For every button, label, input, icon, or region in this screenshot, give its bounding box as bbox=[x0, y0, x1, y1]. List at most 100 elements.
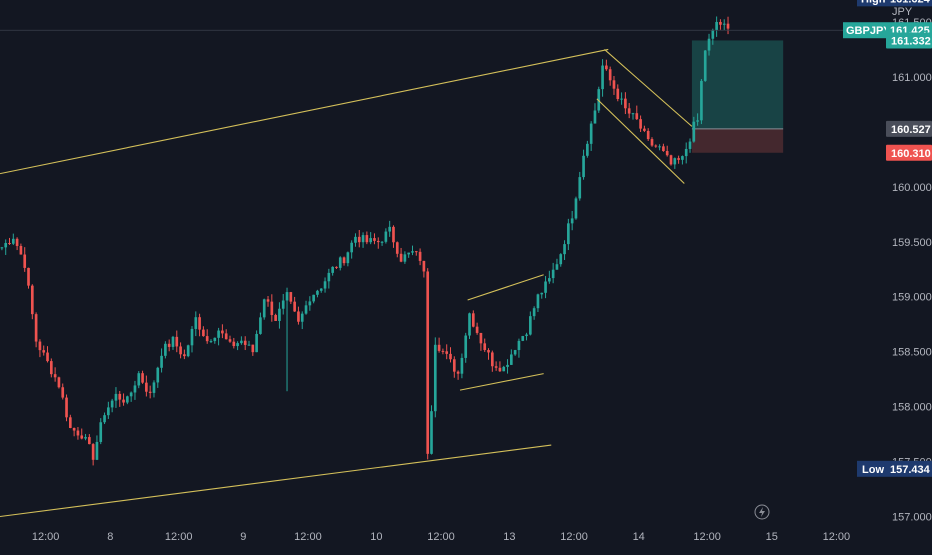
candle-body bbox=[46, 352, 49, 362]
candle-body bbox=[540, 292, 544, 295]
candle-body bbox=[167, 343, 171, 347]
high-value-bg bbox=[886, 0, 932, 7]
candle-body bbox=[91, 444, 95, 460]
candle-body bbox=[300, 313, 304, 322]
events-icon[interactable] bbox=[754, 504, 770, 520]
candle-body bbox=[525, 334, 528, 337]
candle-body bbox=[529, 316, 532, 335]
candle-body bbox=[452, 359, 456, 372]
candle-body bbox=[342, 257, 346, 264]
candle-body bbox=[335, 266, 338, 268]
candle-body bbox=[357, 236, 361, 243]
candle-body bbox=[202, 329, 205, 337]
candle-body bbox=[126, 396, 129, 403]
candle-body bbox=[494, 366, 498, 368]
y-tick-label: 159.500 bbox=[892, 237, 932, 249]
candle-body bbox=[110, 400, 114, 408]
y-tick-label: 158.000 bbox=[892, 402, 932, 414]
candle-body bbox=[643, 128, 646, 131]
candle-body bbox=[696, 120, 699, 122]
candle-body bbox=[137, 373, 141, 386]
candle-body bbox=[107, 407, 110, 416]
candle-body bbox=[213, 337, 217, 342]
y-tick-label: 158.500 bbox=[892, 347, 932, 359]
candle-body bbox=[164, 343, 167, 356]
candle-body bbox=[8, 242, 11, 244]
y-tick-label: 160.000 bbox=[892, 182, 932, 194]
candle-body bbox=[646, 130, 650, 140]
candle-body bbox=[354, 236, 357, 243]
candle-body bbox=[414, 251, 418, 253]
x-tick-label: 12:00 bbox=[823, 531, 851, 543]
candle-body bbox=[205, 336, 209, 342]
high-label: High bbox=[861, 0, 886, 5]
candle-body bbox=[338, 257, 342, 268]
y-tick-label: 159.000 bbox=[892, 292, 932, 304]
trendline-upper-channel bbox=[0, 48, 609, 175]
candle-body bbox=[346, 252, 350, 264]
candle-body bbox=[688, 141, 692, 149]
candle-body bbox=[677, 158, 680, 160]
candle-body bbox=[209, 341, 213, 343]
candle-body bbox=[365, 235, 369, 243]
candle-body bbox=[536, 294, 540, 309]
lightning-icon bbox=[759, 507, 765, 517]
candle-body bbox=[373, 238, 376, 241]
candle-body bbox=[719, 21, 722, 25]
candle-body bbox=[490, 352, 494, 367]
candle-body bbox=[403, 254, 407, 262]
candle-body bbox=[582, 155, 585, 178]
high-label-bg bbox=[857, 0, 886, 7]
currency-label: JPY bbox=[892, 6, 913, 18]
candle-body bbox=[624, 98, 627, 109]
x-tick-label: 13 bbox=[503, 531, 515, 543]
candle-body bbox=[597, 89, 601, 111]
x-tick-label: 14 bbox=[633, 531, 645, 543]
trendline-lower-channel bbox=[0, 444, 552, 518]
candle-body bbox=[99, 422, 103, 442]
candle-body bbox=[532, 308, 536, 317]
candle-body bbox=[65, 397, 68, 418]
candle-body bbox=[129, 392, 133, 397]
candle-body bbox=[350, 242, 353, 253]
candle-body bbox=[468, 313, 471, 336]
candle-body bbox=[198, 317, 201, 330]
candle-body bbox=[88, 437, 91, 445]
candle-body bbox=[183, 354, 186, 357]
candle-body bbox=[650, 139, 654, 146]
candle-body bbox=[141, 373, 144, 383]
candle-body bbox=[726, 23, 730, 29]
candle-body bbox=[605, 65, 608, 70]
candle-body bbox=[437, 344, 441, 351]
x-tick-label: 8 bbox=[107, 531, 113, 543]
candle-body bbox=[232, 341, 236, 347]
candle-body bbox=[388, 226, 392, 232]
candle-body bbox=[601, 65, 604, 90]
candle-body bbox=[479, 332, 483, 344]
candle-body bbox=[475, 326, 479, 333]
candle-body bbox=[669, 155, 673, 165]
candle-body bbox=[236, 343, 239, 347]
candle-body bbox=[57, 377, 61, 388]
candle-body bbox=[620, 98, 623, 100]
trendline-wedge-top bbox=[604, 49, 693, 127]
candle-body bbox=[186, 345, 190, 357]
entry-tag: 160.527 bbox=[891, 124, 931, 136]
candle-body bbox=[460, 357, 464, 374]
candle-body bbox=[426, 271, 430, 454]
candle-body bbox=[49, 361, 53, 375]
candle-body bbox=[259, 317, 262, 334]
candle-body bbox=[285, 292, 289, 301]
candle-body bbox=[194, 317, 198, 329]
candle-body bbox=[80, 435, 84, 439]
trendline-flag-bottom bbox=[459, 373, 544, 391]
candle-body bbox=[384, 231, 388, 242]
candle-body bbox=[662, 146, 665, 152]
candle-body bbox=[312, 294, 315, 302]
x-tick-label: 15 bbox=[766, 531, 778, 543]
candle-body bbox=[411, 251, 414, 253]
low-label-bg bbox=[857, 460, 886, 477]
high-value: 161.624 bbox=[890, 0, 931, 5]
